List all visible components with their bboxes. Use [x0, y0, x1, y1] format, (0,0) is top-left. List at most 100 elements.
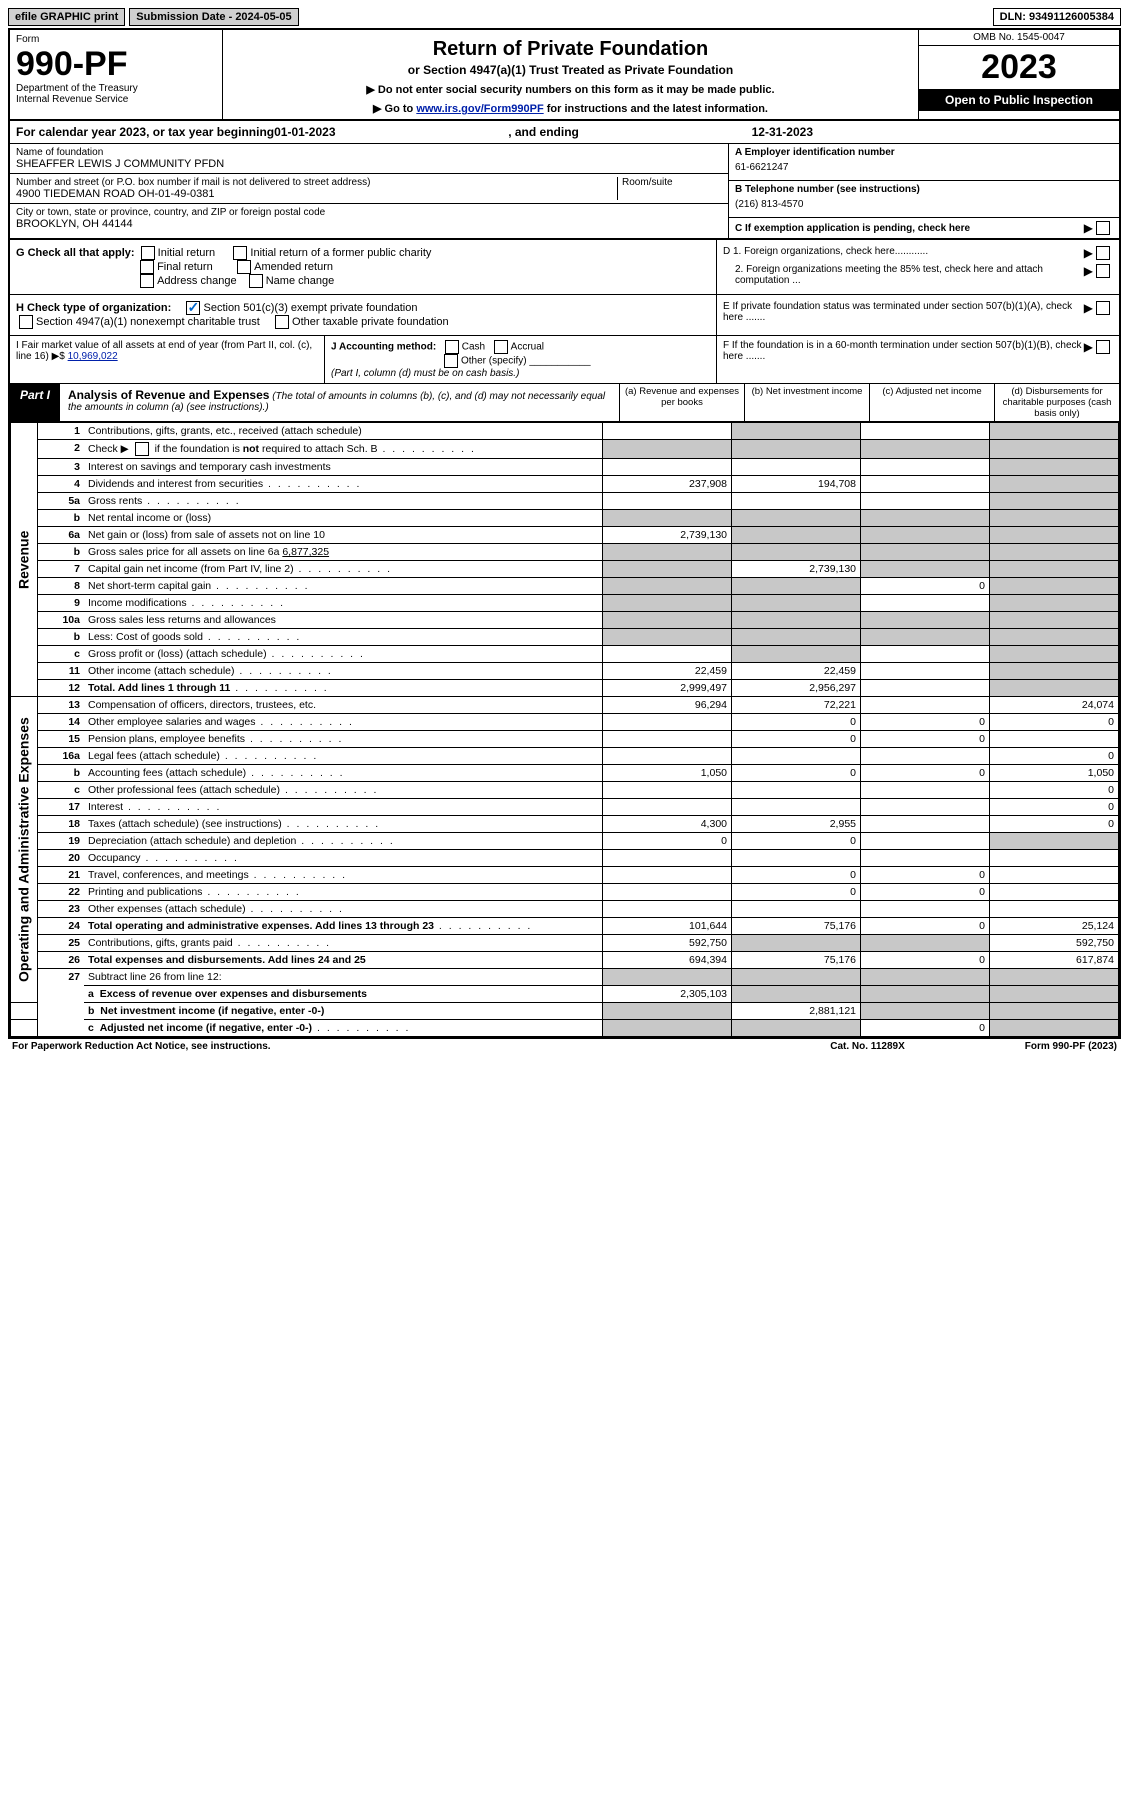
submission-btn[interactable]: Submission Date - 2024-05-05: [129, 8, 298, 26]
amount: 237,908: [603, 476, 732, 493]
line-num: 21: [38, 867, 85, 884]
j-accrual-checkbox[interactable]: [494, 340, 508, 354]
dept-label: Department of the Treasury: [16, 83, 216, 94]
table-row: 25Contributions, gifts, grants paid592,7…: [11, 935, 1119, 952]
sch-b-checkbox[interactable]: [135, 442, 149, 456]
line-desc: Other employee salaries and wages: [84, 714, 603, 731]
line-desc: Occupancy: [84, 850, 603, 867]
line-desc: Interest: [84, 799, 603, 816]
g-address-checkbox[interactable]: [140, 274, 154, 288]
line-num: 4: [38, 476, 85, 493]
amount: 2,739,130: [732, 561, 861, 578]
header-center: Return of Private Foundation or Section …: [223, 30, 918, 119]
info-left: Name of foundation SHEAFFER LEWIS J COMM…: [10, 144, 729, 238]
irs-link[interactable]: www.irs.gov/Form990PF: [416, 103, 543, 115]
note-link-pre: ▶ Go to: [373, 103, 416, 115]
e-label: E If private foundation status was termi…: [723, 301, 1084, 323]
line-desc: Gross sales less returns and allowances: [84, 612, 603, 629]
g-initial-public-checkbox[interactable]: [233, 246, 247, 260]
j1-label: Cash: [462, 342, 485, 353]
d2-label: 2. Foreign organizations meeting the 85%…: [723, 264, 1084, 286]
table-row: b Net investment income (if negative, en…: [11, 1003, 1119, 1020]
f-checkbox[interactable]: [1096, 340, 1110, 354]
line-desc: Gross profit or (loss) (attach schedule): [84, 646, 603, 663]
table-row: Revenue 1Contributions, gifts, grants, e…: [11, 423, 1119, 440]
note-link-post: for instructions and the latest informat…: [544, 103, 768, 115]
line-num: 26: [38, 952, 85, 969]
line-desc: Net gain or (loss) from sale of assets n…: [84, 527, 603, 544]
amount: 75,176: [732, 918, 861, 935]
d-section: D 1. Foreign organizations, check here..…: [716, 240, 1119, 294]
phone-value: (216) 813-4570: [735, 195, 1113, 214]
form-label: Form: [16, 34, 39, 45]
table-row: a Excess of revenue over expenses and di…: [11, 986, 1119, 1003]
phone-label: B Telephone number (see instructions): [735, 184, 1113, 195]
amount: 24,074: [990, 697, 1119, 714]
amount: 2,739,130: [603, 527, 732, 544]
h-other-checkbox[interactable]: [275, 315, 289, 329]
d1-checkbox[interactable]: [1096, 246, 1110, 260]
table-row: 2Check ▶ if the foundation is not requir…: [11, 440, 1119, 459]
line-num: 13: [38, 697, 85, 714]
line-desc: Interest on savings and temporary cash i…: [84, 459, 603, 476]
line-num: 1: [38, 423, 85, 440]
g-initial-checkbox[interactable]: [141, 246, 155, 260]
form-subtitle: or Section 4947(a)(1) Trust Treated as P…: [231, 63, 910, 77]
part1-title: Analysis of Revenue and Expenses: [68, 388, 269, 402]
arrow-icon: ▶: [1084, 221, 1093, 235]
line-num: 9: [38, 595, 85, 612]
table-row: 15Pension plans, employee benefits00: [11, 731, 1119, 748]
c-checkbox[interactable]: [1096, 221, 1110, 235]
amount: 1,050: [990, 765, 1119, 782]
amount: 0: [990, 782, 1119, 799]
line-num: 10a: [38, 612, 85, 629]
h-4947-checkbox[interactable]: [19, 315, 33, 329]
h-501c3-checkbox[interactable]: [186, 301, 200, 315]
j-cash-checkbox[interactable]: [445, 340, 459, 354]
g-amended-checkbox[interactable]: [237, 260, 251, 274]
table-row: 24Total operating and administrative exp…: [11, 918, 1119, 935]
g-name-checkbox[interactable]: [249, 274, 263, 288]
table-row: 10aGross sales less returns and allowanc…: [11, 612, 1119, 629]
section-h-e: H Check type of organization: Section 50…: [10, 295, 1119, 336]
amount: 0: [990, 799, 1119, 816]
line-num: 23: [38, 901, 85, 918]
line-num: b: [38, 629, 85, 646]
g-final-checkbox[interactable]: [140, 260, 154, 274]
city: BROOKLYN, OH 44144: [16, 218, 722, 230]
line-desc: Accounting fees (attach schedule): [84, 765, 603, 782]
e-checkbox[interactable]: [1096, 301, 1110, 315]
d2-checkbox[interactable]: [1096, 264, 1110, 278]
j-other-checkbox[interactable]: [444, 354, 458, 368]
arrow-icon: ▶: [1084, 340, 1093, 362]
amount: 0: [861, 884, 990, 901]
ein-cell: A Employer identification number 61-6621…: [729, 144, 1119, 181]
h3-label: Other taxable private foundation: [292, 316, 449, 328]
line-num: 20: [38, 850, 85, 867]
table-row: 21Travel, conferences, and meetings00: [11, 867, 1119, 884]
amount: 22,459: [732, 663, 861, 680]
table-row: 12Total. Add lines 1 through 112,999,497…: [11, 680, 1119, 697]
section-i-j-f: I Fair market value of all assets at end…: [10, 336, 1119, 384]
table-row: 18Taxes (attach schedule) (see instructi…: [11, 816, 1119, 833]
table-row: 17Interest0: [11, 799, 1119, 816]
footer-left: For Paperwork Reduction Act Notice, see …: [12, 1041, 271, 1052]
amount: 0: [861, 1020, 990, 1037]
top-bar: efile GRAPHIC print Submission Date - 20…: [8, 8, 1121, 26]
g1-label: Initial return: [158, 247, 215, 259]
amount: 0: [990, 816, 1119, 833]
amount: 0: [732, 867, 861, 884]
amount: 2,999,497: [603, 680, 732, 697]
amount: 22,459: [603, 663, 732, 680]
amount: 0: [732, 731, 861, 748]
table-row: 14Other employee salaries and wages000: [11, 714, 1119, 731]
table-row: bGross sales price for all assets on lin…: [11, 544, 1119, 561]
line-desc: Total operating and administrative expen…: [84, 918, 603, 935]
form-number: 990-PF: [16, 47, 216, 81]
line-num: 24: [38, 918, 85, 935]
form-title: Return of Private Foundation: [231, 38, 910, 61]
open-public-badge: Open to Public Inspection: [919, 89, 1119, 111]
e-section: E If private foundation status was termi…: [716, 295, 1119, 335]
exemption-cell: C If exemption application is pending, c…: [729, 218, 1119, 238]
efile-btn[interactable]: efile GRAPHIC print: [8, 8, 125, 26]
